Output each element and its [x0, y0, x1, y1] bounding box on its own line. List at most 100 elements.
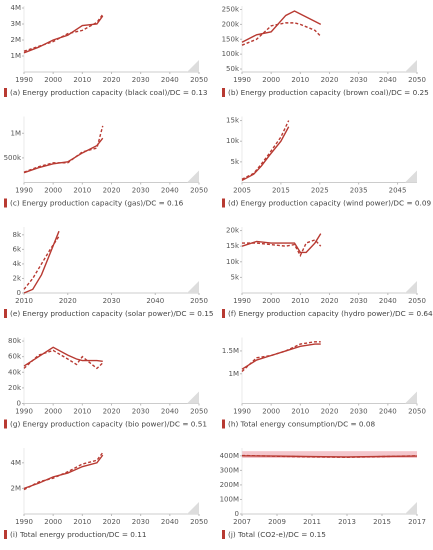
caption-marker: [222, 530, 225, 539]
x-tick-label: 2040: [161, 187, 179, 195]
series-line: [23, 452, 104, 491]
chart-caption: (i) Total energy production/DC = 0.11: [10, 530, 147, 539]
x-tick-label: 2015: [373, 518, 391, 526]
y-tick-label: 80k: [8, 337, 22, 345]
x-tick-label: 2040: [161, 76, 179, 84]
x-tick-label: 2010: [73, 187, 91, 195]
x-tick-label: 1990: [233, 76, 251, 84]
y-tick-label: 4M: [11, 4, 22, 12]
y-tick-label: 200k: [222, 20, 240, 28]
y-tick-label: 1M: [229, 370, 240, 378]
y-tick-label: 20k: [8, 384, 22, 392]
x-tick-label: 2015: [272, 187, 290, 195]
series-line: [241, 120, 290, 180]
x-tick-label: 2020: [59, 297, 77, 305]
y-tick-label: 10k: [226, 258, 240, 266]
x-tick-label: 2020: [103, 76, 121, 84]
x-tick-label: 2040: [161, 518, 179, 526]
y-tick-label: 15k: [226, 117, 240, 125]
x-tick-label: 2000: [262, 297, 280, 305]
series-line: [23, 235, 60, 290]
y-tick-label: 20k: [226, 227, 240, 235]
chart-caption: (h) Total energy consumption/DC = 0.08: [228, 420, 376, 429]
x-tick-label: 2000: [44, 408, 62, 416]
chart-caption: (j) Total (CO2-e)/DC = 0.15: [228, 530, 326, 539]
chart-caption: (d) Energy production capacity (wind pow…: [228, 199, 431, 208]
x-tick-label: 2000: [262, 76, 280, 84]
x-tick-label: 2050: [408, 297, 426, 305]
corner-fold: [187, 391, 199, 404]
x-tick-label: 2000: [44, 76, 62, 84]
x-tick-label: 2010: [291, 297, 309, 305]
y-tick-label: 0: [17, 289, 21, 297]
y-tick-label: 15k: [226, 242, 240, 250]
y-tick-label: 500k: [4, 154, 22, 162]
y-tick-label: 1.5M: [222, 347, 239, 355]
x-tick-label: 2050: [190, 76, 208, 84]
corner-fold: [187, 502, 199, 514]
x-tick-label: 2020: [321, 408, 339, 416]
chart-caption: (f) Energy production capacity (hydro po…: [228, 309, 433, 318]
series-line: [23, 349, 104, 370]
x-tick-label: 2020: [321, 297, 339, 305]
y-tick-label: 400M: [220, 452, 239, 460]
y-tick-label: 5k: [230, 158, 239, 166]
y-tick-label: 200M: [220, 481, 239, 489]
x-tick-label: 2040: [146, 297, 164, 305]
y-tick-label: 40k: [8, 368, 22, 376]
y-tick-label: 60k: [8, 353, 22, 361]
x-tick-label: 2013: [338, 518, 356, 526]
y-tick-label: 2k: [12, 274, 21, 282]
caption-marker: [4, 198, 7, 208]
caption-marker: [4, 88, 7, 97]
corner-fold: [187, 60, 199, 72]
x-tick-label: 2020: [103, 187, 121, 195]
series-line: [241, 343, 321, 370]
corner-fold: [187, 281, 199, 293]
caption-marker: [4, 309, 7, 318]
x-tick-label: 2030: [350, 76, 368, 84]
x-tick-label: 2050: [190, 408, 208, 416]
corner-fold: [405, 391, 417, 404]
x-tick-label: 2010: [291, 408, 309, 416]
series-line: [23, 454, 104, 490]
x-tick-label: 1990: [233, 408, 251, 416]
x-tick-label: 2030: [132, 518, 150, 526]
y-tick-label: 250k: [222, 5, 240, 13]
series-line: [242, 239, 322, 258]
y-tick-label: 8k: [12, 231, 21, 239]
x-tick-label: 2050: [190, 187, 208, 195]
x-tick-label: 2009: [268, 518, 286, 526]
series-line: [23, 13, 104, 52]
caption-marker: [222, 309, 225, 318]
series-line: [241, 341, 321, 373]
x-tick-label: 2025: [311, 187, 329, 195]
x-tick-label: 2040: [379, 297, 397, 305]
series-line: [241, 233, 322, 254]
x-tick-label: 2007: [233, 518, 251, 526]
x-tick-label: 1990: [15, 76, 33, 84]
x-tick-label: 2000: [262, 408, 280, 416]
chart-caption: (g) Energy production capacity (bio powe…: [10, 420, 207, 429]
y-tick-label: 150k: [222, 35, 240, 43]
corner-fold: [405, 281, 417, 293]
x-tick-label: 1990: [233, 297, 251, 305]
x-tick-label: 2005: [233, 187, 251, 195]
x-tick-label: 2040: [161, 408, 179, 416]
corner-fold: [405, 60, 417, 72]
caption-marker: [4, 419, 7, 429]
series-line: [241, 126, 290, 182]
y-tick-label: 100M: [220, 495, 239, 503]
x-tick-label: 2020: [103, 518, 121, 526]
series-line: [23, 125, 104, 173]
x-tick-label: 2030: [350, 408, 368, 416]
caption-marker: [222, 198, 225, 208]
x-tick-label: 2035: [350, 187, 368, 195]
y-tick-label: 4M: [11, 459, 22, 467]
x-tick-label: 2017: [408, 518, 426, 526]
x-tick-label: 2050: [408, 408, 426, 416]
x-tick-label: 2050: [190, 518, 208, 526]
x-tick-label: 1990: [15, 408, 33, 416]
y-tick-label: 2M: [11, 36, 22, 44]
y-tick-label: 6k: [12, 245, 21, 253]
